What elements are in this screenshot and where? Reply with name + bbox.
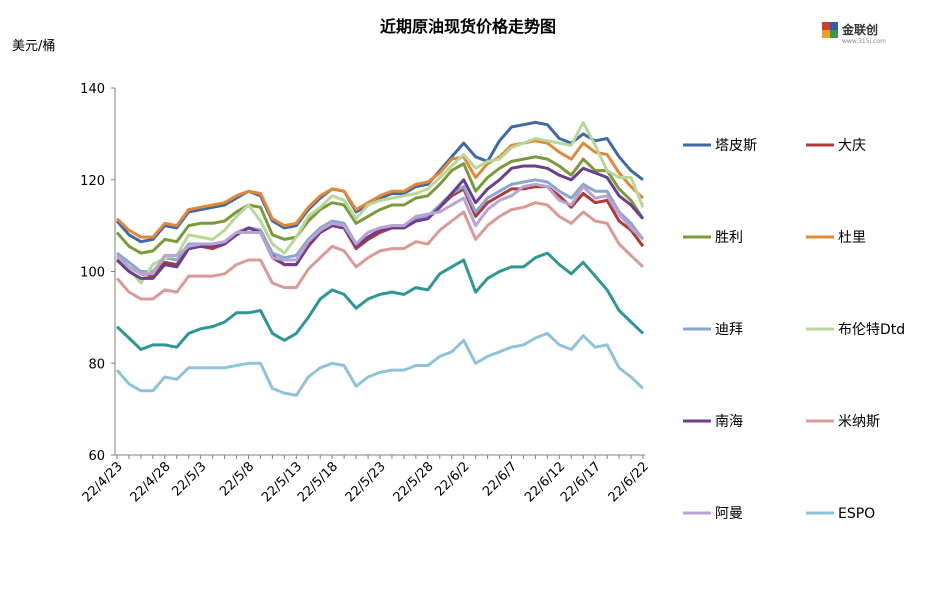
- x-tick-label: 22/5/18: [295, 459, 341, 505]
- legend-item: 米纳斯: [806, 414, 880, 430]
- y-tick-label: 60: [88, 449, 105, 464]
- y-tick-label: 100: [80, 266, 105, 281]
- logo-site: www.315i.com: [842, 38, 886, 45]
- legend-label: 大庆: [838, 138, 866, 154]
- series-layer: [115, 120, 645, 397]
- legend-item: ESPO: [806, 506, 875, 522]
- legend-item: 杜里: [806, 230, 866, 246]
- legend-label: 胜利: [715, 230, 743, 246]
- series-line-6: [115, 164, 645, 280]
- logo-name: 金联创: [841, 22, 878, 37]
- chart-title: 近期原油现货价格走势图: [380, 17, 556, 36]
- legend-label: 南海: [715, 414, 743, 430]
- legend-item: 胜利: [683, 230, 743, 246]
- legend-label: 阿曼: [715, 506, 743, 522]
- legend-label: 迪拜: [715, 322, 743, 338]
- legend-label: 塔皮斯: [715, 138, 757, 154]
- legend-item: 阿曼: [683, 506, 743, 522]
- x-tick-label: 22/5/23: [343, 459, 389, 505]
- legend-item: 塔皮斯: [683, 138, 757, 154]
- series-line-10: [115, 251, 645, 351]
- series-line-0: [115, 120, 644, 244]
- legend-item: 大庆: [806, 138, 866, 154]
- legend-label: 杜里: [838, 230, 866, 246]
- x-tick-label: 22/6/2: [432, 459, 472, 499]
- y-tick-label: 80: [88, 357, 105, 372]
- legend-label: 米纳斯: [838, 414, 880, 430]
- series-line-3: [115, 139, 645, 239]
- logo: 金联创 www.315i.com: [822, 22, 886, 45]
- series-line-5: [115, 120, 645, 285]
- x-tick-label: 22/4/28: [128, 459, 174, 505]
- y-tick-label: 120: [80, 174, 105, 189]
- x-tick-label: 22/5/3: [169, 459, 209, 499]
- y-axis-unit: 美元/桶: [12, 39, 55, 54]
- legend-item: 南海: [683, 414, 743, 430]
- logo-mark: [822, 22, 838, 38]
- x-tick-label: 22/5/28: [391, 459, 437, 505]
- legend-item: 迪拜: [683, 322, 743, 338]
- legend-label: ESPO: [838, 506, 875, 522]
- x-tick-label: 22/6/22: [606, 459, 652, 505]
- legend-item: 布伦特Dtd: [806, 322, 905, 338]
- legend-label: 布伦特Dtd: [838, 322, 905, 338]
- y-tick-label: 140: [80, 82, 105, 97]
- x-tick-label: 22/6/17: [558, 459, 604, 505]
- series-line-2: [115, 155, 645, 255]
- x-tick-label: 22/4/23: [80, 459, 126, 505]
- series-line-8: [115, 182, 645, 276]
- x-tick-label: 22/6/7: [480, 459, 520, 499]
- series-line-9: [115, 331, 645, 397]
- series-line-7: [115, 201, 645, 301]
- x-tick-label: 22/5/8: [217, 459, 257, 499]
